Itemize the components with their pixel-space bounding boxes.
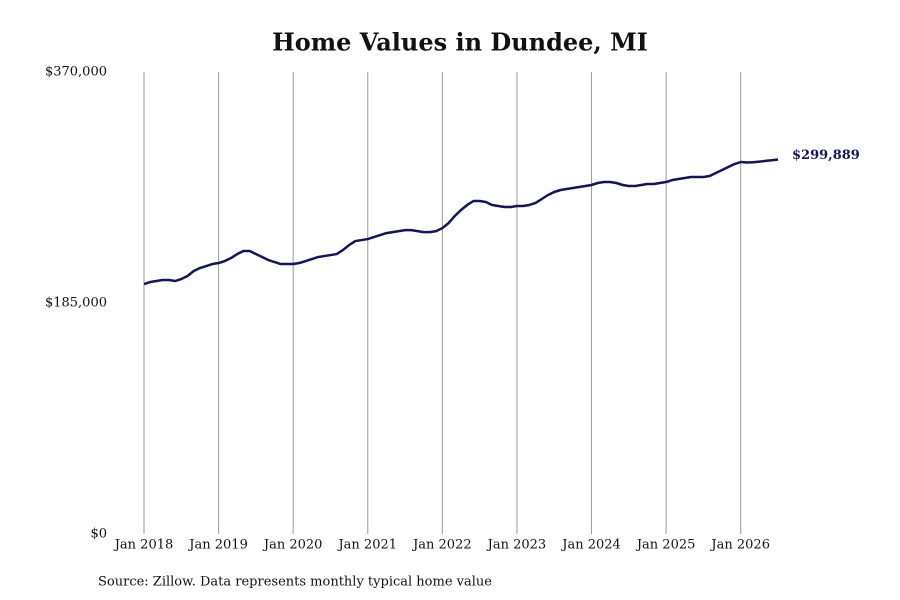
x-tick-label: Jan 2022 [411,538,472,553]
x-tick-label: Jan 2021 [336,538,397,553]
line [143,158,779,286]
x-tick-label: Jan 2018 [113,538,174,553]
y-tick-label: $0 [90,527,107,542]
y-tick-label: $185,000 [45,296,107,311]
x-tick-label: Jan 2019 [187,538,248,553]
x-tick-label: Jan 2024 [560,538,621,553]
x-tick-label: Jan 2025 [635,538,696,553]
caption: Source: Zillow. Data represents monthly … [98,575,492,590]
y-tick-label: $370,000 [45,65,107,80]
x-tick-label: Jan 2020 [262,538,323,553]
x-tick-label: Jan 2026 [709,538,770,553]
x-tick-label: Jan 2023 [486,538,547,553]
chart-title: Home Values in Dundee, MI [272,28,648,57]
value-label: $299,889 [792,148,860,163]
